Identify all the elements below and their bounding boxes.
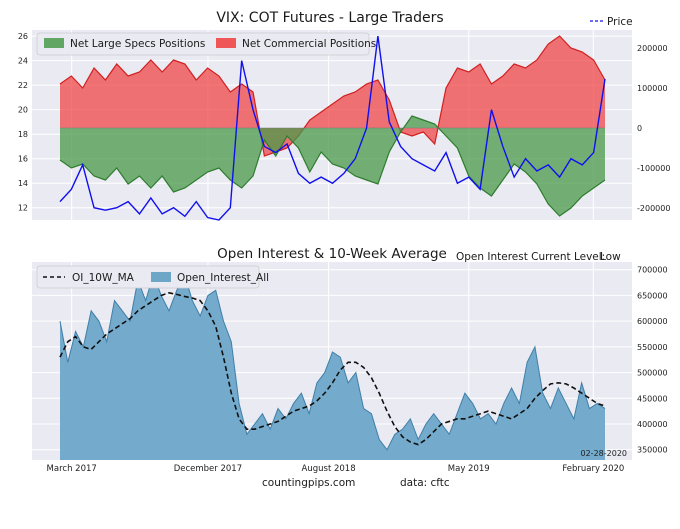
cot-left-axis-ticks: 12 14 16 18 20 22 24 26	[18, 32, 28, 213]
oi-tick-label-7: 700000	[637, 266, 668, 275]
oi-tick-label-0: 350000	[637, 446, 668, 455]
x-tick-label-0: March 2017	[47, 464, 97, 474]
oi-tick-label-1: 400000	[637, 420, 668, 429]
oi-status-label: Open Interest Current Level:	[456, 251, 605, 263]
left-tick-label-2: 16	[18, 155, 28, 164]
cot-chart: 12 14 16 18 20 22 24 26 200000 100000 0 -100000 -20…	[18, 10, 670, 221]
net-commercial-line	[59, 35, 606, 157]
left-tick-label-5: 22	[18, 81, 28, 90]
left-tick-label-4: 20	[18, 106, 28, 115]
left-tick-label-1: 14	[18, 179, 28, 188]
oi-tick-label-5: 600000	[637, 317, 668, 326]
left-tick-label-7: 26	[18, 32, 28, 41]
cot-chart-title: VIX: COT Futures - Large Traders	[216, 10, 443, 26]
oi-10w-ma-line	[59, 292, 606, 446]
oi-legend-swatch	[151, 272, 171, 282]
commercial-legend-swatch	[216, 38, 236, 48]
cot-legend: Net Large Specs Positions Net Commercial…	[36, 32, 376, 56]
oi-legend: OI_10W_MA Open_Interest_All	[36, 265, 269, 289]
net-specs-line	[59, 115, 606, 217]
oi-ma-line	[59, 292, 606, 446]
x-tick-label-3: May 2019	[448, 464, 490, 474]
oi-x-axis-ticks: March 2017 December 2017 August 2018 May 20…	[47, 464, 625, 474]
right-tick-label-0: 200000	[637, 44, 668, 53]
left-tick-label-0: 12	[18, 204, 28, 213]
footer-source: countingpips.com	[262, 477, 355, 489]
net-specs-area	[60, 116, 605, 216]
right-tick-label-3: -100000	[637, 164, 670, 173]
cot-areas	[59, 35, 606, 217]
open-interest-chart: 350000 400000 450000 500000 550000 600000 6500…	[32, 246, 668, 474]
right-tick-label-4: -200000	[637, 204, 670, 213]
ma-legend-label: OI_10W_MA	[72, 272, 135, 284]
cot-right-axis-ticks: 200000 100000 0 -100000 -200000	[637, 44, 670, 213]
commercial-legend-label: Net Commercial Positions	[242, 38, 376, 50]
cot-legend-box	[36, 32, 370, 56]
left-tick-label-6: 24	[18, 57, 28, 66]
oi-tick-label-2: 450000	[637, 394, 668, 403]
net-commercial-area	[60, 36, 605, 156]
oi-tick-label-6: 650000	[637, 291, 668, 300]
oi-legend-box	[36, 265, 260, 289]
price-legend: Price	[590, 16, 633, 28]
x-tick-label-4: February 2020	[562, 464, 624, 474]
oi-tick-label-4: 550000	[637, 343, 668, 352]
x-tick-label-1: December 2017	[174, 464, 242, 474]
oi-chart-title: Open Interest & 10-Week Average	[217, 246, 447, 262]
right-tick-label-2: 0	[637, 124, 642, 133]
open-interest-area	[60, 274, 605, 460]
date-annotation: 02-28-2020	[581, 449, 628, 458]
oi-tick-label-3: 500000	[637, 369, 668, 378]
price-series-line	[59, 36, 606, 221]
x-tick-label-2: August 2018	[302, 464, 356, 474]
specs-legend-label: Net Large Specs Positions	[70, 38, 205, 50]
specs-legend-swatch	[44, 38, 64, 48]
oi-status-value: Low	[600, 251, 621, 263]
oi-legend-label: Open_Interest_All	[177, 272, 269, 284]
left-tick-label-3: 18	[18, 130, 28, 139]
price-legend-label: Price	[607, 16, 633, 28]
price-line	[59, 36, 606, 221]
footer-data-credit: data: cftc	[400, 477, 450, 489]
right-tick-label-1: 100000	[637, 84, 668, 93]
oi-right-axis-ticks: 350000 400000 450000 500000 550000 600000 6500…	[637, 266, 668, 455]
